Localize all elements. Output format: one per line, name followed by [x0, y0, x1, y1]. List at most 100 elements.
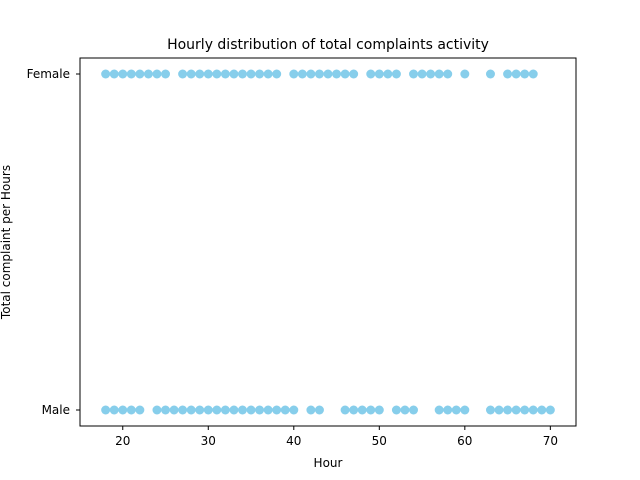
data-point-male-23 [314, 405, 324, 415]
data-point-female-34 [426, 69, 436, 79]
data-point-male-42 [537, 405, 547, 415]
data-point-female-23 [314, 69, 324, 79]
data-point-female-35 [434, 69, 444, 79]
data-point-male-5 [152, 405, 162, 415]
data-point-female-11 [203, 69, 213, 79]
data-point-male-8 [178, 405, 188, 415]
data-point-male-11 [203, 405, 213, 415]
data-point-female-10 [195, 69, 205, 79]
data-point-male-38 [503, 405, 513, 415]
data-point-female-8 [178, 69, 188, 79]
data-point-female-15 [237, 69, 247, 79]
data-point-female-6 [152, 69, 162, 79]
data-point-male-18 [263, 405, 273, 415]
data-point-female-26 [340, 69, 350, 79]
data-point-female-32 [409, 69, 419, 79]
data-point-male-14 [229, 405, 239, 415]
plot-frame [79, 57, 577, 427]
data-point-female-5 [143, 69, 153, 79]
data-point-male-33 [443, 405, 453, 415]
data-point-female-38 [485, 69, 495, 79]
chart-title: Hourly distribution of total complaints … [167, 37, 489, 53]
data-point-male-19 [272, 405, 282, 415]
y-axis-label: Total complaint per Hours [0, 165, 13, 320]
data-point-male-34 [451, 405, 461, 415]
data-point-male-41 [528, 405, 538, 415]
data-point-female-27 [349, 69, 359, 79]
data-point-male-6 [161, 405, 171, 415]
x-axis-ticks: 20 30 40 50 60 70 [115, 426, 558, 448]
data-point-female-19 [272, 69, 282, 79]
x-tick-label: 40 [286, 434, 301, 448]
data-point-male-0 [101, 405, 111, 415]
data-point-female-22 [306, 69, 316, 79]
data-point-male-36 [485, 405, 495, 415]
x-tick-label: 60 [457, 434, 472, 448]
y-tick-label-female: Female [27, 67, 70, 81]
data-point-female-37 [460, 69, 470, 79]
data-point-female-13 [220, 69, 230, 79]
data-point-male-39 [511, 405, 521, 415]
data-point-male-30 [400, 405, 410, 415]
y-axis-ticks: Male Female [27, 67, 80, 417]
data-point-female-20 [289, 69, 299, 79]
data-point-male-10 [195, 405, 205, 415]
data-point-female-40 [511, 69, 521, 79]
data-point-male-31 [409, 405, 419, 415]
data-point-male-25 [349, 405, 359, 415]
data-point-male-32 [434, 405, 444, 415]
x-tick-label: 20 [115, 434, 130, 448]
data-point-female-24 [323, 69, 333, 79]
data-point-male-1 [109, 405, 119, 415]
data-point-male-26 [357, 405, 367, 415]
data-point-male-22 [306, 405, 316, 415]
data-point-female-29 [374, 69, 384, 79]
data-point-male-16 [246, 405, 256, 415]
data-point-male-40 [520, 405, 530, 415]
data-point-female-36 [443, 69, 453, 79]
x-tick-label: 30 [201, 434, 216, 448]
x-tick-label: 70 [543, 434, 558, 448]
data-point-male-12 [212, 405, 222, 415]
data-point-female-12 [212, 69, 222, 79]
data-point-male-20 [280, 405, 290, 415]
data-point-female-2 [118, 69, 128, 79]
y-tick-label-male: Male [42, 403, 70, 417]
plot-points [101, 69, 555, 415]
data-point-male-3 [126, 405, 136, 415]
data-point-female-42 [528, 69, 538, 79]
data-point-female-30 [383, 69, 393, 79]
data-point-female-1 [109, 69, 119, 79]
data-point-female-17 [255, 69, 265, 79]
data-point-female-21 [297, 69, 307, 79]
data-point-female-3 [126, 69, 136, 79]
data-point-female-25 [332, 69, 342, 79]
data-point-female-39 [503, 69, 513, 79]
data-point-male-35 [460, 405, 470, 415]
data-point-female-14 [229, 69, 239, 79]
data-point-female-33 [417, 69, 427, 79]
data-point-female-7 [161, 69, 171, 79]
x-axis-label: Hour [314, 456, 343, 470]
data-point-male-43 [545, 405, 555, 415]
data-point-male-24 [340, 405, 350, 415]
data-point-male-21 [289, 405, 299, 415]
data-point-male-15 [237, 405, 247, 415]
data-point-male-28 [374, 405, 384, 415]
data-point-male-4 [135, 405, 145, 415]
data-point-female-18 [263, 69, 273, 79]
data-point-male-29 [391, 405, 401, 415]
data-point-female-16 [246, 69, 256, 79]
data-point-male-7 [169, 405, 179, 415]
data-point-male-13 [220, 405, 230, 415]
data-point-male-37 [494, 405, 504, 415]
x-tick-label: 50 [372, 434, 387, 448]
data-point-male-9 [186, 405, 196, 415]
data-point-female-41 [520, 69, 530, 79]
data-point-male-27 [366, 405, 376, 415]
data-point-male-2 [118, 405, 128, 415]
data-point-female-9 [186, 69, 196, 79]
data-point-female-28 [366, 69, 376, 79]
data-point-female-31 [391, 69, 401, 79]
